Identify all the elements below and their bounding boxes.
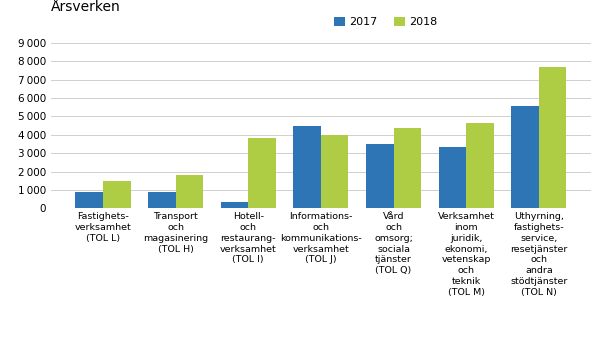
Bar: [293, 126, 321, 208]
Text: Årsverken: Årsverken: [51, 0, 121, 14]
Bar: [75, 192, 103, 208]
Bar: [439, 147, 466, 208]
Bar: [221, 202, 248, 208]
Bar: [321, 135, 349, 208]
Legend: 2017, 2018: 2017, 2018: [329, 12, 442, 32]
Bar: [366, 144, 393, 208]
Bar: [393, 129, 421, 208]
Bar: [176, 175, 203, 208]
Bar: [248, 137, 276, 208]
Bar: [466, 123, 494, 208]
Bar: [511, 106, 539, 208]
Bar: [539, 67, 567, 208]
Bar: [148, 192, 176, 208]
Bar: [103, 181, 131, 208]
